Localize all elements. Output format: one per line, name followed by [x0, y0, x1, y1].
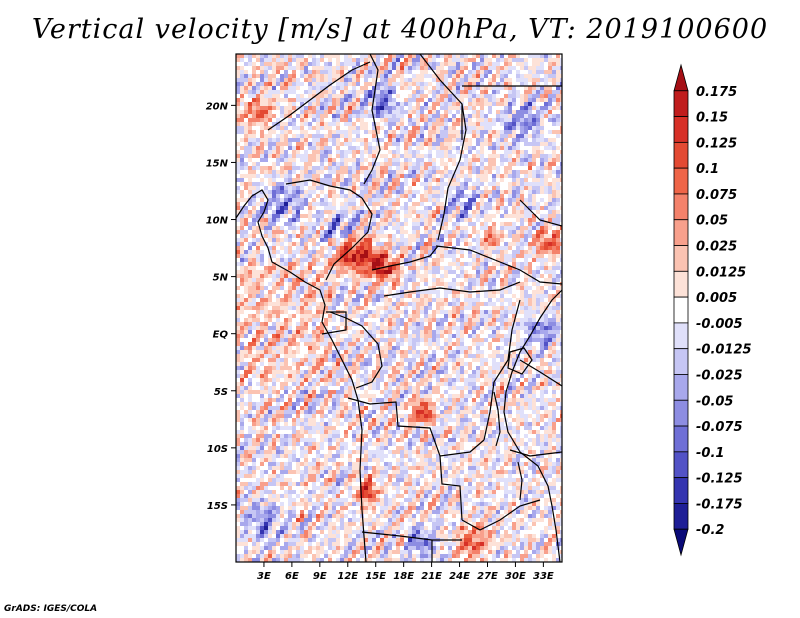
colorbar-segment: [673, 322, 689, 350]
colorbar-label: -0.1: [696, 446, 724, 461]
colorbar-label: 0.15: [696, 111, 728, 126]
colorbar-label: 0.175: [696, 85, 737, 100]
border-sudan-south: [435, 245, 562, 285]
colorbar-label: 0.005: [696, 291, 737, 306]
colorbar-segment: [673, 219, 689, 246]
country-borders: [236, 54, 562, 562]
x-tick-label: 9E: [313, 571, 327, 582]
y-tick-label: 5N: [213, 273, 229, 284]
border-algeria-libya: [363, 54, 381, 185]
y-tick-label: 10N: [206, 216, 229, 227]
colorbar-segment: [673, 90, 689, 117]
colorbar-label: 0.1: [696, 162, 719, 177]
border-kenya-tanzania: [519, 359, 562, 387]
x-tick-label: 24E: [449, 571, 470, 582]
colorbar-label: -0.0125: [696, 343, 752, 358]
border-mali-niger: [267, 61, 371, 131]
x-tick-label: 33E: [533, 571, 554, 582]
border-angola-zambia: [439, 455, 463, 521]
border-car-drc: [383, 281, 521, 297]
y-tick-label: 15S: [207, 501, 228, 512]
map-frame: [235, 53, 563, 563]
colorbar: 0.175 0.15 0.125 0.1 0.075 0.05 0.025 0.0125 0.0…: [673, 63, 752, 557]
border-tanzania-moz: [509, 449, 562, 457]
colorbar-segment: [673, 167, 689, 195]
colorbar-label: -0.05: [696, 394, 733, 409]
colorbar-segment: [673, 296, 689, 324]
y-axis-ticks: 20N 15N 10N 5N EQ 5S 10S 15S: [206, 101, 236, 512]
colorbar-segment: [673, 193, 689, 221]
colorbar-label: -0.025: [696, 368, 743, 383]
colorbar-segment: [673, 503, 689, 530]
coastline-east: [503, 289, 562, 562]
border-ethiopia: [519, 199, 562, 227]
colorbar-label: -0.005: [696, 317, 743, 332]
border-nigeria-cameroon: [325, 197, 373, 281]
colorbar-segment: [673, 399, 689, 427]
border-drc-east: [483, 299, 521, 441]
colorbar-segment: [673, 141, 689, 169]
colorbar-label: 0.0125: [696, 265, 746, 280]
x-axis-ticks: 3E 6E 9E 12E 15E 18E 21E 24E 27E 30E 33E: [257, 562, 554, 582]
border-angola-namibia: [361, 531, 462, 541]
grads-credit: GrADS: IGES/COLA: [4, 604, 98, 614]
lake-victoria: [507, 347, 533, 375]
colorbar-segment: [673, 477, 689, 504]
colorbar-cap-bottom: [673, 528, 689, 557]
border-libya-chad: [419, 54, 463, 140]
border-angola-drc: [347, 397, 485, 457]
vertical-velocity-field: [236, 54, 562, 562]
chart-title: Vertical velocity [m/s] at 400hPa, VT: 2…: [31, 14, 769, 45]
colorbar-segment: [673, 425, 689, 453]
x-tick-label: 30E: [505, 571, 526, 582]
lake-tanganyika: [493, 391, 501, 447]
border-zambia-south: [461, 499, 541, 531]
colorbar-cap-top: [673, 63, 689, 92]
colorbar-label: 0.025: [696, 240, 737, 255]
y-tick-label: 10S: [207, 444, 228, 455]
lake-malawi: [517, 461, 523, 501]
x-tick-label: 27E: [477, 571, 498, 582]
x-tick-label: 3E: [257, 571, 271, 582]
colorbar-segment: [673, 245, 689, 272]
colorbar-label: -0.125: [696, 472, 743, 487]
colorbar-label: -0.075: [696, 420, 743, 435]
x-tick-label: 21E: [421, 571, 442, 582]
colorbar-segment: [673, 270, 689, 298]
colorbar-label: -0.175: [696, 497, 743, 512]
colorbar-label: 0.05: [696, 214, 728, 229]
coastline-west: [236, 189, 367, 562]
border-niger-nigeria: [285, 179, 363, 199]
colorbar-label: 0.125: [696, 136, 737, 151]
colorbar-label: 0.075: [696, 188, 737, 203]
colorbar-segment: [673, 374, 689, 401]
border-cameroon-car: [371, 245, 439, 271]
y-tick-label: 20N: [206, 101, 229, 112]
y-tick-label: 5S: [214, 387, 228, 398]
y-tick-label: 15N: [206, 158, 229, 169]
colorbar-label: -0.2: [696, 523, 724, 538]
colorbar-segment: [673, 451, 689, 479]
x-tick-label: 18E: [393, 571, 414, 582]
y-tick-label: EQ: [213, 330, 229, 341]
x-tick-label: 15E: [365, 571, 386, 582]
border-gabon: [321, 311, 347, 335]
x-tick-label: 6E: [285, 571, 299, 582]
x-tick-label: 12E: [337, 571, 358, 582]
colorbar-segment: [673, 116, 689, 143]
colorbar-segment: [673, 348, 689, 375]
border-chad-sudan: [437, 103, 467, 241]
